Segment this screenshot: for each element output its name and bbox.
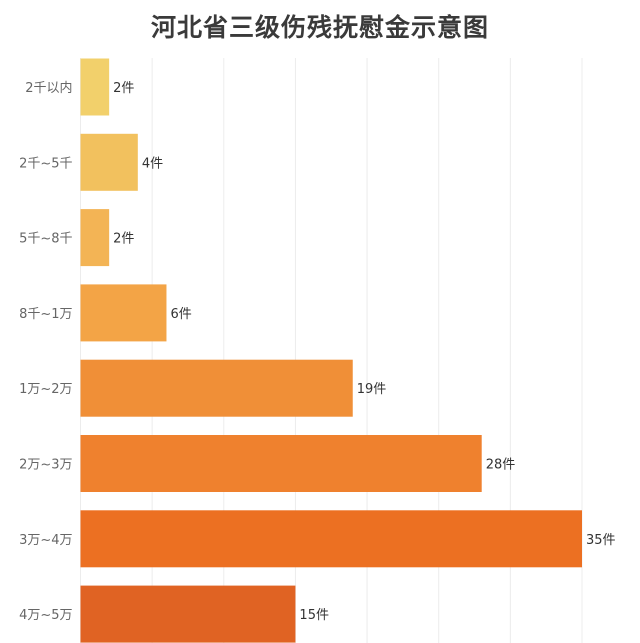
- data-label: 2件: [113, 232, 134, 247]
- category-label: 8千~1万: [19, 307, 72, 322]
- category-label: 2千~5千: [19, 156, 72, 171]
- category-label: 4万~5万: [19, 608, 72, 623]
- data-label: 4件: [142, 156, 163, 171]
- category-label: 2千以内: [25, 80, 72, 96]
- category-label: 2万~3万: [19, 458, 72, 473]
- category-label: 3万~4万: [19, 533, 72, 548]
- bar: [80, 133, 138, 191]
- bar: [80, 284, 167, 342]
- data-label: 6件: [170, 307, 191, 322]
- category-label: 1万~2万: [19, 382, 72, 397]
- data-label: 15件: [299, 608, 329, 623]
- chart-title: 河北省三级伤残抚慰金示意图: [150, 13, 489, 42]
- bar: [80, 510, 582, 568]
- bar: [80, 58, 110, 116]
- bar: [80, 585, 296, 643]
- bar: [80, 435, 482, 492]
- bar: [80, 359, 353, 417]
- bar: [80, 209, 110, 267]
- category-label: 5千~8千: [19, 232, 72, 247]
- data-label: 19件: [357, 382, 387, 397]
- data-label: 2件: [113, 81, 134, 96]
- data-label: 28件: [486, 458, 516, 473]
- data-label: 35件: [586, 533, 616, 548]
